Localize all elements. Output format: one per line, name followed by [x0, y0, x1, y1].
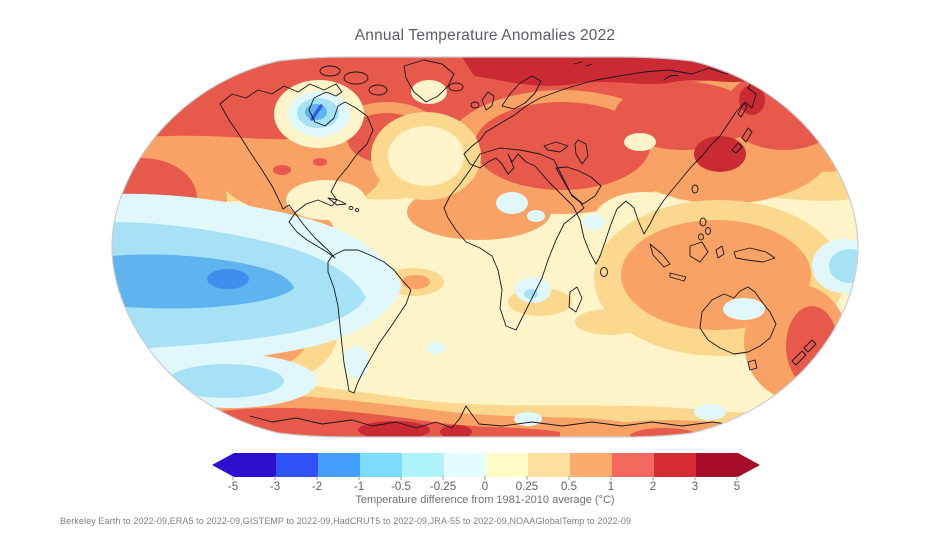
colorbar-tick-label: -3 [269, 481, 281, 493]
colorbar-tick-label: -2 [311, 481, 323, 493]
colorbar-segment [612, 453, 654, 477]
colorbar-tick-label: -1 [353, 481, 365, 493]
coast-tasmania [747, 359, 758, 371]
map-outline [111, 56, 859, 438]
colorbar-tick-label: 0.25 [515, 481, 539, 493]
coast-africa [443, 147, 585, 331]
colorbar-segment [696, 453, 738, 477]
colorbar-tick-label: 5 [733, 481, 741, 493]
colorbar-tick-label: -0.25 [429, 481, 457, 493]
colorbar-segment [234, 453, 276, 477]
colorbar-tick-label: -0.5 [391, 481, 411, 493]
coast-britain [481, 91, 495, 111]
colorbar-tickmark [568, 476, 570, 480]
colorbar-segment [444, 453, 486, 477]
colorbar-tick-label: 1 [607, 481, 615, 493]
coast-new-zealand [791, 350, 807, 366]
colorbar-tickmark [442, 476, 444, 480]
colorbar-ticks: -5 -3 -2 -1 -0.5 -0.25 0 0.25 0.5 1 2 3 5 [212, 476, 758, 495]
colorbar-segment [360, 453, 402, 477]
coast-madagascar [568, 286, 583, 313]
coast-eurasia [463, 67, 757, 265]
colorbar-segment [654, 453, 696, 477]
colorbar-tickmark [400, 476, 402, 480]
coast-sumatra [649, 243, 671, 268]
coast-scandinavia [501, 75, 542, 110]
coast-antarctica [249, 405, 817, 429]
coastlines [219, 59, 817, 429]
colorbar-tickmark [736, 476, 738, 480]
colorbar-tickmark [274, 476, 276, 480]
coast-iceland [448, 82, 464, 92]
coast-australia [699, 286, 777, 355]
colorbar-segment [318, 453, 360, 477]
coast-japan [731, 142, 743, 154]
colorbar-segment [528, 453, 570, 477]
data-sources-text: Berkeley Earth to 2022-09,ERA5 to 2022-0… [60, 516, 632, 526]
colorbar-tick-label: -5 [227, 481, 239, 493]
colorbar-label: Temperature difference from 1981-2010 av… [355, 494, 615, 506]
colorbar-segment [402, 453, 444, 477]
colorbar-tick-label: 0.5 [561, 481, 577, 493]
colorbar-segment [486, 453, 528, 477]
colorbar-tickmark [694, 476, 696, 480]
colorbar-tickmark [358, 476, 360, 480]
colorbar-tick-label: 3 [691, 481, 699, 493]
colorbar-segment [570, 453, 612, 477]
colorbar-tickmark [526, 476, 528, 480]
colorbar-tick-label: 2 [649, 481, 657, 493]
coast-new-guinea [733, 247, 776, 263]
coast-borneo [689, 241, 709, 263]
colorbar-tickmark [610, 476, 612, 480]
coast-caspian [574, 139, 589, 165]
colorbar-segment [276, 453, 318, 477]
colorbar-tick-label: 0 [481, 481, 489, 493]
colorbar-tickmark [484, 476, 486, 480]
anomaly-field [112, 57, 858, 437]
colorbar-right-arrow [738, 453, 760, 477]
coast-greenland [403, 59, 455, 103]
colorbar [212, 453, 760, 477]
coast-south-america [327, 249, 412, 394]
page-title: Annual Temperature Anomalies 2022 [354, 27, 616, 44]
coast-black-sea [543, 141, 569, 153]
coast-north-america [219, 83, 374, 259]
colorbar-tickmark [652, 476, 654, 480]
colorbar-tickmark [232, 476, 234, 480]
colorbar-segments [234, 453, 738, 477]
coast-java [669, 272, 687, 282]
world-map [111, 56, 859, 438]
colorbar-left-arrow [212, 453, 234, 477]
colorbar-tickmark [316, 476, 318, 480]
